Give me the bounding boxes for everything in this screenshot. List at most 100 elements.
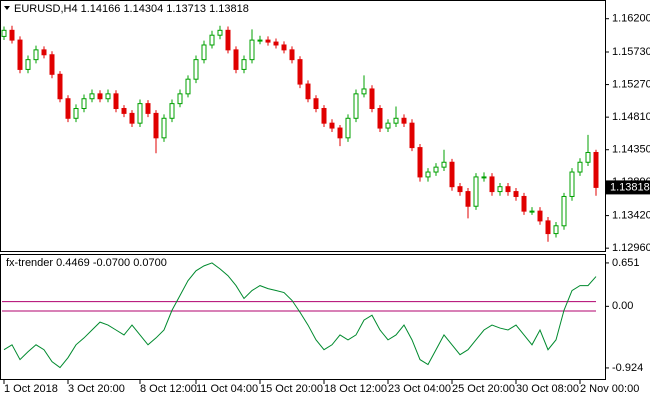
candle-body <box>545 220 551 235</box>
candle-body <box>137 103 143 124</box>
candle-body <box>561 195 567 227</box>
candle-body <box>1 29 7 37</box>
candle-body <box>361 88 367 95</box>
candle-body <box>529 210 535 213</box>
candle-body <box>65 98 71 119</box>
y-tick-label: 1.12960 <box>612 242 650 254</box>
candle-body <box>145 103 151 114</box>
candle-body <box>97 93 103 100</box>
candle-body <box>49 54 55 75</box>
candle-body <box>33 49 39 61</box>
candle-body <box>569 171 575 197</box>
candle-body <box>297 59 303 85</box>
candle-body <box>337 127 343 139</box>
candle-body <box>409 122 415 149</box>
candle-body <box>521 195 527 212</box>
candle-body <box>513 191 519 197</box>
candle-body <box>313 98 319 110</box>
candle-body <box>193 59 199 80</box>
indicator-line <box>3 262 597 369</box>
x-tick-label: 25 Oct 20:00 <box>452 383 515 395</box>
candle-body <box>289 49 295 61</box>
candle-body <box>281 44 287 51</box>
indicator-title: fx-trender 0.4469 -0.0700 0.0700 <box>6 257 167 269</box>
candle-body <box>73 108 79 119</box>
x-tick-label: 18 Oct 12:00 <box>324 383 387 395</box>
candle-body <box>473 176 479 207</box>
candle-body <box>201 44 207 61</box>
candle-body <box>25 59 31 70</box>
y-tick-label: 1.15270 <box>612 78 650 90</box>
candle-body <box>129 112 135 124</box>
candle-body <box>481 176 487 179</box>
candle-body <box>585 151 591 163</box>
candle-body <box>433 166 439 173</box>
candle-body <box>593 151 599 188</box>
candle-body <box>353 93 359 119</box>
x-tick-label: 23 Oct 04:00 <box>388 383 451 395</box>
candle-body <box>497 186 503 193</box>
x-tick-label: 1 Oct 2018 <box>4 383 58 395</box>
candle-body <box>209 34 215 46</box>
candle-body <box>257 39 263 42</box>
candle-body <box>121 108 127 114</box>
candle-body <box>441 161 447 168</box>
candle-body <box>305 83 311 100</box>
candle-body <box>9 29 15 41</box>
candle-body <box>457 186 463 193</box>
y-tick-label: 1.15730 <box>612 46 650 58</box>
y-tick-label: 1.16200 <box>612 13 650 25</box>
candle-body <box>105 93 111 100</box>
candle-body <box>153 112 159 139</box>
candle-body <box>465 191 471 207</box>
candle-body <box>345 117 351 139</box>
chart-title: EURUSD,H4 1.14166 1.14304 1.13713 1.1381… <box>14 3 249 15</box>
candle-body <box>273 41 279 46</box>
candle-body <box>41 49 47 56</box>
x-tick-label: 30 Oct 08:00 <box>516 383 579 395</box>
candle-body <box>385 122 391 129</box>
candle-body <box>241 59 247 70</box>
candle-body <box>505 186 511 193</box>
candle-body <box>57 73 63 100</box>
candle-body <box>553 225 559 235</box>
candle-body <box>249 39 255 61</box>
candle-body <box>425 171 431 178</box>
candle-body <box>169 103 175 119</box>
indicator-panel <box>0 254 606 380</box>
candle-body <box>225 29 231 51</box>
x-tick-label: 11 Oct 04:00 <box>196 383 258 395</box>
last-price-box <box>606 180 650 195</box>
candle-body <box>113 93 119 110</box>
candle-body <box>321 108 327 124</box>
y-tick-label: 1.13420 <box>612 209 650 221</box>
y-tick-label: 1.14350 <box>612 144 650 156</box>
y-tick-label: 1.14810 <box>612 111 650 123</box>
candle-body <box>489 176 495 193</box>
candle-body <box>265 39 271 43</box>
candle-body <box>217 29 223 36</box>
y-tick-label: 0.00 <box>612 300 633 312</box>
candle-body <box>81 98 87 110</box>
x-tick-label: 3 Oct 20:00 <box>68 383 125 395</box>
candle-body <box>17 39 23 70</box>
candle-body <box>537 210 543 222</box>
x-tick-label: 2 Nov 00:00 <box>580 383 639 395</box>
menu-arrow[interactable] <box>4 6 10 10</box>
candle-body <box>377 108 383 129</box>
candle-body <box>393 117 399 124</box>
candle-body <box>369 88 375 110</box>
candle-body <box>329 122 335 129</box>
price-panel <box>0 0 606 252</box>
candle-body <box>401 117 407 124</box>
candle-body <box>89 93 95 100</box>
candle-body <box>161 117 167 139</box>
candle-body <box>185 78 191 95</box>
y-tick-label: 0.651 <box>612 257 640 269</box>
x-tick-label: 8 Oct 12:00 <box>140 383 197 395</box>
x-tick-label: 15 Oct 20:00 <box>260 383 323 395</box>
candle-body <box>417 147 423 178</box>
candle-body <box>177 93 183 105</box>
